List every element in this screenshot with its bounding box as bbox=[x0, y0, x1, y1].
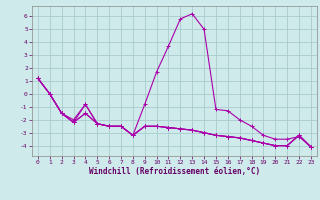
X-axis label: Windchill (Refroidissement éolien,°C): Windchill (Refroidissement éolien,°C) bbox=[89, 167, 260, 176]
